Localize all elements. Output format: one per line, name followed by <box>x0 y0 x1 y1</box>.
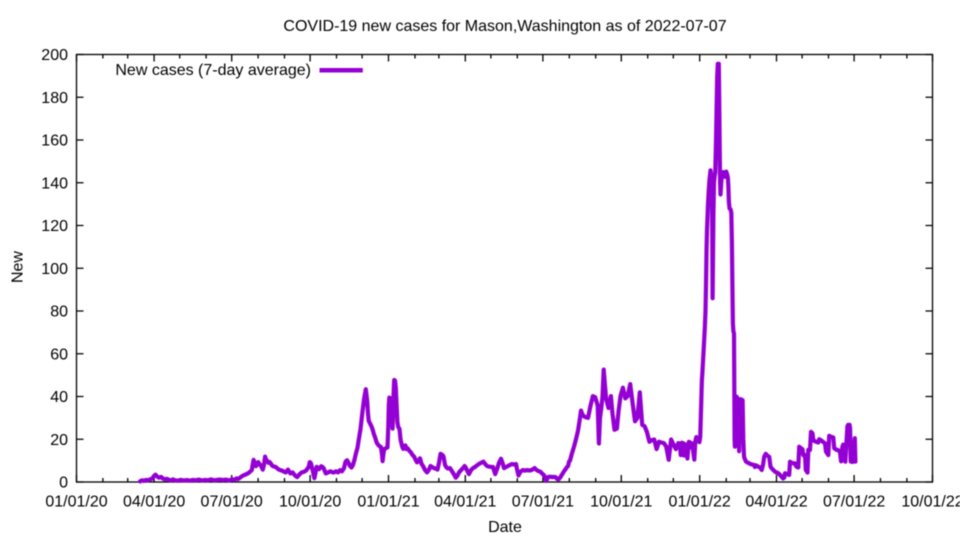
svg-text:60: 60 <box>50 346 68 363</box>
svg-text:40: 40 <box>50 389 68 406</box>
svg-text:Date: Date <box>488 519 522 536</box>
svg-text:01/01/21: 01/01/21 <box>357 494 419 511</box>
svg-text:04/01/22: 04/01/22 <box>745 494 807 511</box>
svg-text:COVID-19 new cases for Mason,W: COVID-19 new cases for Mason,Washington … <box>283 18 726 35</box>
svg-text:100: 100 <box>41 261 68 278</box>
svg-text:01/01/22: 01/01/22 <box>669 494 731 511</box>
svg-text:07/01/20: 07/01/20 <box>201 494 263 511</box>
svg-text:20: 20 <box>50 432 68 449</box>
svg-text:10/01/22: 10/01/22 <box>901 494 960 511</box>
svg-text:New: New <box>10 251 27 283</box>
svg-text:180: 180 <box>41 90 68 107</box>
svg-text:80: 80 <box>50 304 68 321</box>
svg-text:07/01/22: 07/01/22 <box>823 494 885 511</box>
svg-text:140: 140 <box>41 175 68 192</box>
svg-text:0: 0 <box>59 475 68 492</box>
svg-text:New cases (7-day average): New cases (7-day average) <box>115 62 311 79</box>
svg-text:120: 120 <box>41 218 68 235</box>
svg-text:10/01/20: 10/01/20 <box>279 494 341 511</box>
svg-text:04/01/20: 04/01/20 <box>123 494 185 511</box>
svg-text:160: 160 <box>41 133 68 150</box>
svg-text:04/01/21: 04/01/21 <box>434 494 496 511</box>
svg-text:200: 200 <box>41 47 68 64</box>
svg-text:01/01/20: 01/01/20 <box>45 494 107 511</box>
svg-text:07/01/21: 07/01/21 <box>512 494 574 511</box>
svg-text:10/01/21: 10/01/21 <box>590 494 652 511</box>
